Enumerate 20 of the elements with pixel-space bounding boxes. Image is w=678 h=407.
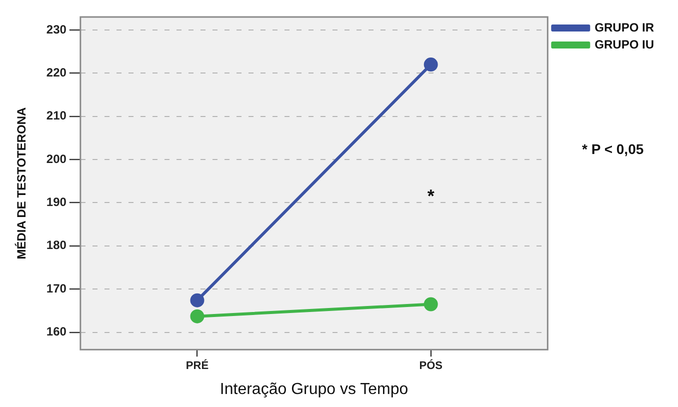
- point: [190, 293, 204, 308]
- x-tick-label: PÓS: [419, 359, 442, 372]
- point: [424, 58, 438, 72]
- y-tick-label: 230: [46, 22, 67, 36]
- x-axis-title: Interação Grupo vs Tempo: [220, 380, 408, 398]
- y-tick-label: 160: [46, 324, 67, 339]
- legend-label: GRUPO IU: [594, 37, 654, 52]
- point: [190, 309, 204, 324]
- y-tick-label: 210: [46, 108, 67, 123]
- y-tick-label: 180: [46, 238, 67, 252]
- x-tick-label: PRÉ: [186, 359, 209, 372]
- text: * P < 0,05: [582, 140, 644, 157]
- y-tick-label: 200: [46, 152, 67, 166]
- y-tick-label: 190: [46, 195, 67, 210]
- y-axis-title: MÉDIA DE TESTOTERONA: [14, 106, 29, 260]
- legend-label: GRUPO IR: [594, 20, 654, 34]
- point: [424, 297, 438, 312]
- y-tick-label: 170: [46, 281, 67, 296]
- y-tick-label: 220: [46, 65, 67, 80]
- annotation: *: [427, 186, 434, 206]
